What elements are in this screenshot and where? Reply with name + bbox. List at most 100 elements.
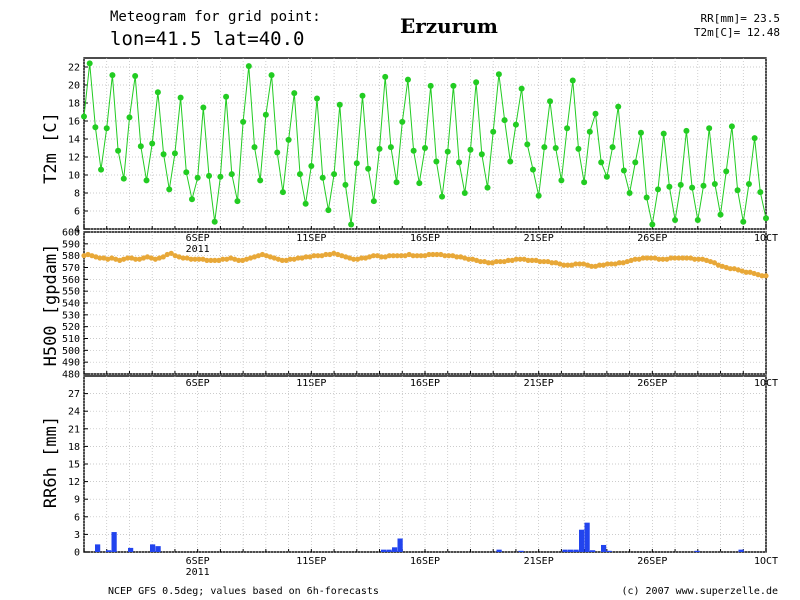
x-tick-label: 1OCT <box>754 556 778 567</box>
data-point <box>763 215 769 222</box>
y-tick-label: 12 <box>68 153 80 164</box>
data-point <box>558 177 565 184</box>
data-point <box>374 253 381 259</box>
footer-copyright: (c) 2007 www.superzelle.de <box>621 586 778 597</box>
y-tick-label: 490 <box>62 358 80 369</box>
data-point <box>402 253 408 259</box>
data-point <box>529 166 536 173</box>
data-point <box>676 255 682 261</box>
data-point <box>206 172 213 179</box>
data-point <box>204 257 210 263</box>
x-tick-label: 16SEP <box>410 556 440 567</box>
data-point <box>581 261 587 267</box>
y-tick-label: 510 <box>62 334 80 345</box>
data-point <box>668 255 674 261</box>
data-point <box>336 101 343 108</box>
data-point <box>98 166 105 173</box>
data-point <box>454 254 460 260</box>
data-point <box>177 94 184 101</box>
data-point <box>636 256 642 262</box>
data-point <box>450 253 456 259</box>
y-tick-label: 570 <box>62 263 80 274</box>
data-point <box>224 256 230 262</box>
data-point <box>434 251 440 258</box>
data-point <box>731 266 737 272</box>
x-tick-label: 16SEP <box>410 378 440 389</box>
data-point <box>707 258 714 265</box>
data-point <box>296 171 303 178</box>
data-point <box>493 258 499 265</box>
y-tick-label: 12 <box>68 477 80 488</box>
y-tick-label: 8 <box>74 189 80 200</box>
data-point <box>160 254 166 260</box>
data-point <box>192 256 198 262</box>
data-point <box>564 125 571 132</box>
data-point <box>390 253 396 259</box>
data-point <box>295 255 301 261</box>
x-tick-label: 6SEP <box>186 556 210 567</box>
data-point <box>683 127 690 134</box>
y-tick-label: 3 <box>74 530 80 541</box>
data-point <box>180 255 186 261</box>
data-point <box>512 121 519 128</box>
data-point <box>581 179 588 186</box>
data-point <box>263 253 269 259</box>
data-point <box>109 255 115 261</box>
data-point <box>358 255 365 261</box>
data-point <box>103 125 110 132</box>
data-point <box>132 256 139 262</box>
data-point <box>717 211 724 218</box>
data-point <box>314 95 321 102</box>
data-point <box>307 254 313 260</box>
data-point <box>759 273 765 279</box>
data-point <box>501 258 507 265</box>
data-point <box>217 173 224 180</box>
data-point <box>438 251 444 258</box>
data-point <box>93 254 99 260</box>
data-point <box>660 130 667 137</box>
data-point <box>501 117 508 124</box>
data-point <box>700 182 707 189</box>
data-point <box>640 255 646 261</box>
precip-bar <box>584 522 590 552</box>
data-point <box>240 257 246 263</box>
data-point <box>745 181 752 187</box>
data-point <box>489 260 496 266</box>
precip-bar <box>150 544 156 552</box>
data-point <box>521 256 527 262</box>
y-tick-label: 6 <box>74 512 80 523</box>
data-point <box>711 260 718 266</box>
title-line1: Meteogram for grid point: <box>110 9 321 25</box>
data-point <box>703 257 710 263</box>
data-point <box>588 263 595 269</box>
data-point <box>609 144 616 151</box>
x-tick-label: 11SEP <box>296 378 326 389</box>
data-point <box>335 251 341 258</box>
data-point <box>212 257 218 263</box>
data-point <box>695 256 702 262</box>
precip-bar <box>606 550 612 552</box>
data-point <box>243 256 250 262</box>
data-point <box>541 144 548 151</box>
data-point <box>418 253 424 259</box>
h500-ylabel: H500 [gpdam] <box>41 244 61 367</box>
x-year-label: 2011 <box>186 244 210 255</box>
data-point <box>656 256 662 262</box>
data-point <box>433 158 440 165</box>
data-point <box>120 175 127 182</box>
y-tick-label: 530 <box>62 310 80 321</box>
data-point <box>507 158 514 165</box>
data-point <box>723 264 729 271</box>
data-point <box>287 256 293 262</box>
series-line <box>83 63 767 225</box>
data-point <box>643 194 650 201</box>
y-tick-label: 500 <box>62 346 80 357</box>
data-point <box>351 256 357 262</box>
data-point <box>694 217 701 223</box>
data-point <box>171 150 178 157</box>
y-tick-label: 6 <box>74 207 80 218</box>
data-point <box>399 118 406 125</box>
data-point <box>160 151 167 158</box>
data-point <box>505 257 511 263</box>
